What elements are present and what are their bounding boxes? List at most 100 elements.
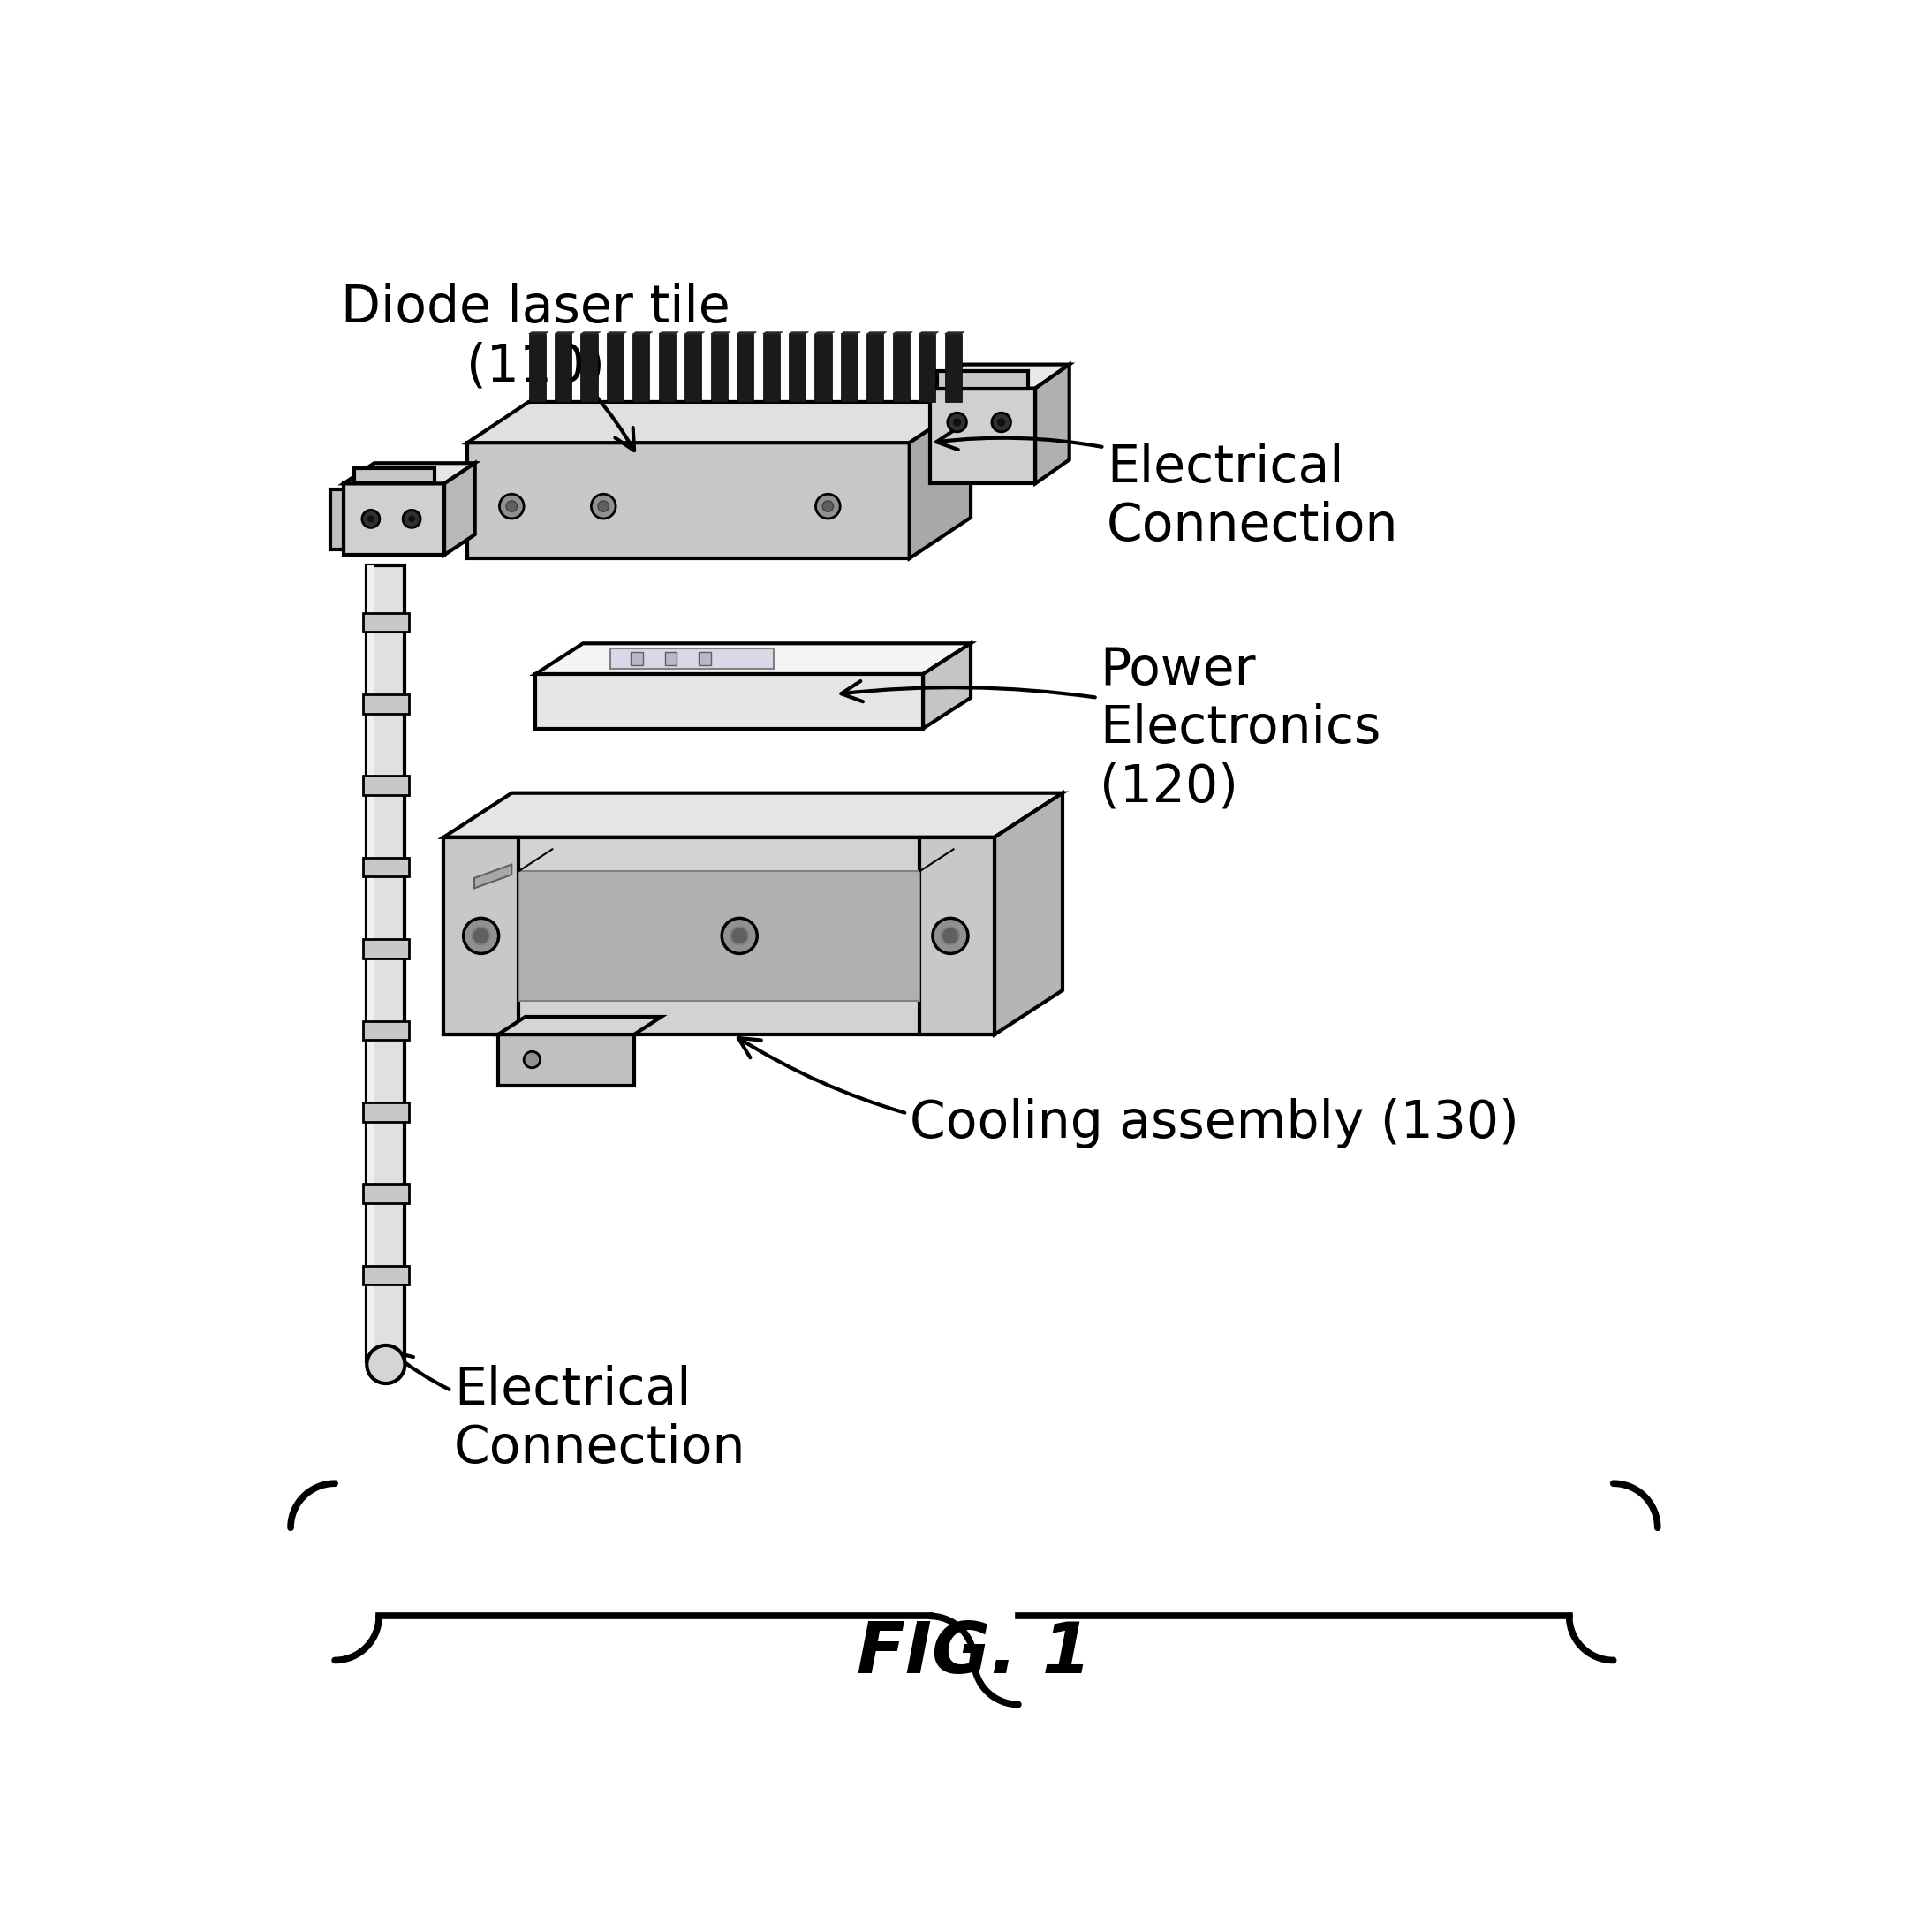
Text: FIG. 1: FIG. 1 — [856, 1619, 1092, 1689]
Polygon shape — [528, 332, 549, 334]
Circle shape — [947, 413, 966, 433]
Polygon shape — [892, 332, 913, 334]
Polygon shape — [467, 402, 970, 442]
Polygon shape — [475, 864, 511, 889]
Circle shape — [942, 927, 959, 945]
Polygon shape — [518, 871, 921, 1001]
Polygon shape — [919, 332, 938, 334]
Polygon shape — [555, 332, 574, 334]
Circle shape — [524, 1051, 539, 1068]
Text: Cooling assembly (130): Cooling assembly (130) — [738, 1037, 1519, 1148]
Circle shape — [402, 510, 421, 527]
Circle shape — [816, 495, 841, 518]
Polygon shape — [867, 332, 886, 334]
Polygon shape — [633, 334, 650, 402]
Circle shape — [953, 417, 963, 427]
Polygon shape — [945, 332, 964, 334]
Polygon shape — [555, 334, 572, 402]
Text: Power
Electronics
(120): Power Electronics (120) — [841, 645, 1382, 811]
Polygon shape — [700, 653, 711, 665]
Polygon shape — [738, 332, 757, 334]
Polygon shape — [921, 837, 995, 1034]
Polygon shape — [362, 1103, 410, 1122]
Polygon shape — [936, 371, 1029, 388]
Polygon shape — [606, 332, 627, 334]
Circle shape — [598, 500, 608, 512]
Polygon shape — [892, 334, 909, 402]
Polygon shape — [536, 643, 970, 674]
Polygon shape — [330, 489, 343, 549]
Polygon shape — [930, 365, 1069, 388]
Polygon shape — [366, 566, 374, 1360]
Circle shape — [991, 413, 1010, 433]
Polygon shape — [659, 334, 675, 402]
Polygon shape — [762, 332, 783, 334]
Polygon shape — [1035, 365, 1069, 483]
Circle shape — [507, 500, 517, 512]
Polygon shape — [444, 837, 518, 1034]
Polygon shape — [665, 653, 677, 665]
Polygon shape — [633, 332, 652, 334]
Circle shape — [997, 417, 1006, 427]
Text: Diode laser tile
(110): Diode laser tile (110) — [341, 282, 730, 450]
Polygon shape — [814, 332, 835, 334]
Polygon shape — [711, 334, 728, 402]
Polygon shape — [945, 334, 963, 402]
Polygon shape — [581, 332, 600, 334]
Polygon shape — [610, 649, 774, 668]
Polygon shape — [581, 334, 598, 402]
Polygon shape — [995, 792, 1062, 1034]
Circle shape — [408, 514, 416, 524]
Circle shape — [932, 918, 968, 954]
Polygon shape — [497, 1034, 635, 1086]
Polygon shape — [684, 334, 701, 402]
Circle shape — [722, 918, 757, 954]
Polygon shape — [814, 334, 831, 402]
Polygon shape — [343, 483, 444, 554]
Polygon shape — [930, 388, 1035, 483]
Polygon shape — [919, 334, 936, 402]
Circle shape — [473, 927, 490, 945]
Circle shape — [366, 1345, 404, 1383]
Polygon shape — [867, 334, 884, 402]
Polygon shape — [362, 694, 410, 713]
Polygon shape — [362, 939, 410, 958]
Polygon shape — [366, 566, 404, 1360]
Polygon shape — [444, 837, 995, 1034]
Polygon shape — [343, 464, 475, 483]
Polygon shape — [762, 334, 780, 402]
Polygon shape — [536, 674, 923, 728]
Polygon shape — [841, 332, 862, 334]
Text: Electrical
Connection: Electrical Connection — [936, 429, 1399, 551]
Polygon shape — [362, 1020, 410, 1039]
Circle shape — [362, 510, 379, 527]
Circle shape — [823, 500, 833, 512]
Polygon shape — [362, 777, 410, 796]
Polygon shape — [684, 332, 705, 334]
Polygon shape — [789, 332, 808, 334]
Polygon shape — [606, 334, 623, 402]
Circle shape — [591, 495, 616, 518]
Circle shape — [463, 918, 499, 954]
Circle shape — [730, 927, 749, 945]
Polygon shape — [497, 1016, 661, 1034]
Text: Electrical
Connection: Electrical Connection — [391, 1352, 745, 1474]
Polygon shape — [738, 334, 753, 402]
Polygon shape — [467, 442, 909, 558]
Polygon shape — [362, 1184, 410, 1204]
Polygon shape — [631, 653, 642, 665]
Polygon shape — [659, 332, 679, 334]
Polygon shape — [841, 334, 858, 402]
Polygon shape — [909, 402, 970, 558]
Polygon shape — [362, 1265, 410, 1285]
Polygon shape — [528, 334, 545, 402]
Polygon shape — [362, 612, 410, 632]
Polygon shape — [711, 332, 730, 334]
Polygon shape — [923, 643, 970, 728]
Circle shape — [366, 514, 375, 524]
Polygon shape — [355, 469, 435, 483]
Polygon shape — [362, 858, 410, 877]
Polygon shape — [444, 464, 475, 554]
Circle shape — [499, 495, 524, 518]
Polygon shape — [444, 792, 1062, 837]
